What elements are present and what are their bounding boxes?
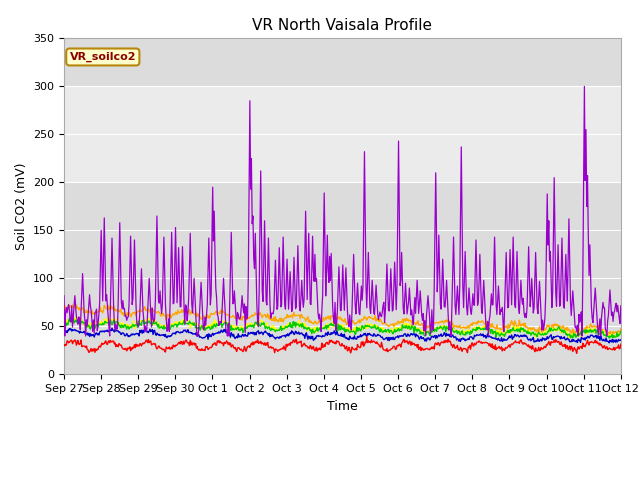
X-axis label: Time: Time [327,400,358,413]
Y-axis label: Soil CO2 (mV): Soil CO2 (mV) [15,163,28,250]
Text: VR_soilco2: VR_soilco2 [70,52,136,62]
Title: VR North Vaisala Profile: VR North Vaisala Profile [252,18,433,33]
Legend: CO2N_1, CO2N_2, CO2N_3, CO2N_4, North -4cm, East -4cm: CO2N_1, CO2N_2, CO2N_3, CO2N_4, North -4… [52,477,633,480]
Bar [64,86,621,182]
